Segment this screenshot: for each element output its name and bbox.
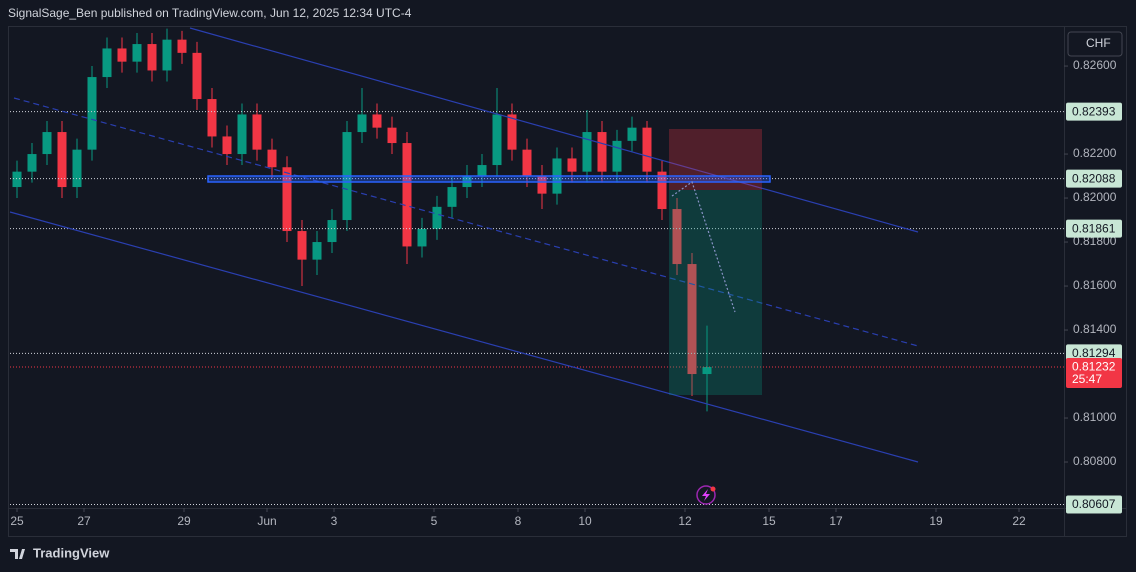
candle-body bbox=[312, 242, 322, 260]
support-level bbox=[207, 175, 771, 183]
countdown-label: 25:47 bbox=[1072, 372, 1102, 386]
candle-body bbox=[282, 167, 292, 232]
candle-body bbox=[177, 39, 187, 53]
currency-button[interactable] bbox=[1067, 31, 1123, 57]
price-badge bbox=[1066, 219, 1122, 238]
candle-body bbox=[237, 114, 247, 155]
candle-body bbox=[597, 132, 607, 172]
projection-arrow bbox=[671, 181, 736, 313]
candle-body bbox=[27, 154, 37, 172]
candle-body bbox=[57, 132, 67, 188]
y-tick-label: 0.81800 bbox=[1073, 234, 1117, 248]
candle-body bbox=[12, 171, 22, 188]
candle-body bbox=[102, 48, 112, 78]
x-tick-label: 27 bbox=[77, 514, 91, 528]
candle-body bbox=[267, 149, 277, 168]
price-badge bbox=[1066, 495, 1122, 514]
candle-body bbox=[582, 132, 592, 172]
current-price-label: 0.81232 bbox=[1072, 360, 1116, 374]
candle-body bbox=[387, 127, 397, 144]
x-tick-label: 8 bbox=[515, 514, 522, 528]
x-tick-label: 12 bbox=[678, 514, 692, 528]
chart-frame bbox=[8, 26, 1127, 537]
y-tick-label: 0.82000 bbox=[1073, 190, 1117, 204]
x-tick-label: 19 bbox=[929, 514, 943, 528]
x-tick-label: 22 bbox=[1012, 514, 1026, 528]
target-zone bbox=[669, 190, 762, 395]
candle-body bbox=[567, 158, 577, 172]
price-badge-label: 0.80607 bbox=[1072, 497, 1116, 511]
publish-header: SignalSage_Ben published on TradingView.… bbox=[8, 6, 412, 20]
candle-body bbox=[207, 99, 217, 137]
candle-body bbox=[402, 143, 412, 247]
price-badge-label: 0.81294 bbox=[1072, 346, 1116, 360]
price-badge-label: 0.82088 bbox=[1072, 171, 1116, 185]
candle-body bbox=[357, 114, 367, 133]
candle-body bbox=[537, 176, 547, 194]
candle-body bbox=[627, 127, 637, 141]
y-tick-label: 0.80800 bbox=[1073, 454, 1117, 468]
x-tick-label: 5 bbox=[431, 514, 438, 528]
y-tick-label: 0.81400 bbox=[1073, 322, 1117, 336]
x-tick-label: 29 bbox=[177, 514, 191, 528]
candle-body bbox=[432, 206, 442, 229]
candle-body bbox=[612, 140, 622, 172]
candle-body bbox=[492, 114, 502, 166]
candle-body bbox=[687, 264, 697, 375]
x-tick-label: 15 bbox=[762, 514, 776, 528]
x-tick-label: 10 bbox=[578, 514, 592, 528]
series-layer bbox=[10, 28, 1064, 505]
candle-body bbox=[162, 39, 172, 71]
candle-body bbox=[72, 149, 82, 188]
candle-body bbox=[657, 171, 667, 210]
x-tick-label: 3 bbox=[331, 514, 338, 528]
event-bolt bbox=[702, 489, 710, 501]
price-badge-label: 0.82393 bbox=[1072, 104, 1116, 118]
channel-upper bbox=[189, 27, 919, 233]
candle-body bbox=[507, 114, 517, 150]
candle-body bbox=[192, 52, 202, 100]
y-tick-label: 0.81000 bbox=[1073, 410, 1117, 424]
price-badge-label: 0.81861 bbox=[1072, 221, 1116, 235]
stop-zone bbox=[669, 129, 762, 190]
candle-body bbox=[372, 114, 382, 128]
candle-body bbox=[642, 127, 652, 172]
price-badge bbox=[1066, 169, 1122, 188]
current-price-badge bbox=[1066, 357, 1122, 388]
x-tick-label: Jun bbox=[257, 514, 276, 528]
currency-label: CHF bbox=[1086, 36, 1111, 50]
y-tick-label: 0.82600 bbox=[1073, 58, 1117, 72]
drawings bbox=[9, 27, 919, 505]
candle-body bbox=[702, 366, 712, 375]
y-tick-label: 0.81600 bbox=[1073, 278, 1117, 292]
candle-body bbox=[117, 48, 127, 62]
logo-mark bbox=[10, 549, 25, 559]
candle-body bbox=[417, 228, 427, 247]
x-tick-label: 25 bbox=[10, 514, 24, 528]
candle-body bbox=[147, 44, 157, 71]
candle-body bbox=[447, 187, 457, 207]
candle-body bbox=[87, 77, 97, 150]
candle-body bbox=[222, 136, 232, 155]
channel-middle bbox=[13, 97, 919, 347]
candle-body bbox=[42, 132, 52, 155]
event-dot bbox=[710, 486, 716, 492]
candle-body bbox=[672, 209, 682, 265]
candle-body bbox=[132, 44, 142, 62]
footer-logo: TradingView bbox=[10, 545, 110, 560]
candle-body bbox=[327, 220, 337, 243]
candle-body bbox=[252, 114, 262, 150]
candle-body bbox=[297, 231, 307, 260]
candle-body bbox=[522, 149, 532, 177]
footer-brand: TradingView bbox=[33, 545, 110, 560]
price-badge bbox=[1066, 344, 1122, 363]
x-tick-label: 17 bbox=[829, 514, 843, 528]
candle-body bbox=[477, 165, 487, 177]
price-badge bbox=[1066, 102, 1122, 121]
channel-lower bbox=[9, 211, 919, 463]
y-tick-label: 0.82200 bbox=[1073, 146, 1117, 160]
